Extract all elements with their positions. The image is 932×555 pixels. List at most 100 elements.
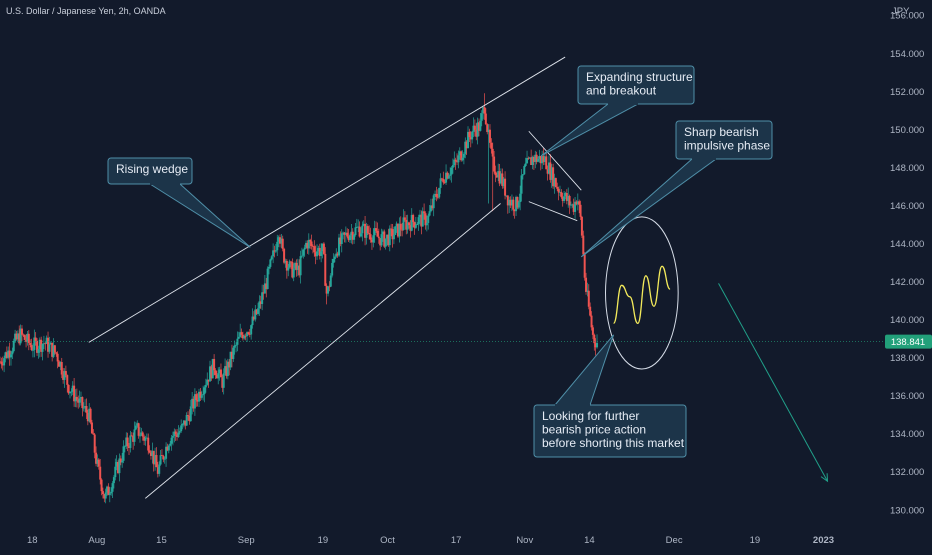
- candle-body: [125, 437, 128, 447]
- wedge-upper-trendline[interactable]: [88, 56, 566, 343]
- candle-body: [187, 415, 190, 416]
- candle-body: [502, 178, 505, 187]
- candle-body: [4, 352, 7, 359]
- candle-body: [171, 436, 174, 438]
- candle-body: [5, 352, 8, 358]
- candle-body: [392, 234, 395, 240]
- candle-body: [346, 232, 349, 237]
- last-price-tag: [885, 334, 932, 349]
- candle-body: [321, 243, 324, 252]
- candle-body: [195, 394, 198, 401]
- candle-body: [221, 377, 224, 388]
- candle-body: [538, 156, 541, 159]
- candle-body: [322, 243, 325, 254]
- callout-text-line: and breakout: [586, 84, 657, 98]
- candle-body: [136, 423, 139, 426]
- candle-body: [575, 201, 578, 205]
- x-tick-label: Aug: [88, 535, 105, 546]
- candle-body: [233, 345, 236, 348]
- candle-body: [143, 436, 146, 441]
- callout-text-line: Expanding structure: [586, 70, 693, 84]
- candle-body: [327, 286, 330, 294]
- candle-body: [475, 129, 478, 137]
- candle-body: [526, 158, 529, 164]
- candle-body: [42, 343, 45, 345]
- candle-body: [169, 443, 172, 446]
- candle-body: [7, 350, 10, 358]
- candle-body: [339, 237, 342, 244]
- candle-body: [515, 196, 518, 212]
- candle-body: [564, 192, 567, 197]
- candle-body: [484, 113, 487, 125]
- candle-body: [189, 406, 192, 422]
- candle-body: [176, 434, 179, 437]
- candle-body: [320, 251, 323, 256]
- candle-body: [531, 156, 534, 166]
- candle-body: [591, 327, 594, 335]
- candle-body: [88, 408, 91, 422]
- candle-body: [328, 286, 331, 288]
- candle-body: [211, 358, 214, 379]
- candle-body: [259, 301, 262, 304]
- candle-body: [244, 335, 247, 337]
- candle-body: [63, 371, 66, 380]
- candle-body: [498, 171, 501, 184]
- candle-body: [126, 437, 129, 447]
- y-tick-label: 136.000: [890, 391, 924, 402]
- candle-body: [44, 343, 47, 345]
- candle-body: [510, 199, 513, 206]
- candle-body: [214, 370, 217, 375]
- candle-body: [417, 217, 420, 224]
- candle-body: [587, 290, 590, 307]
- callout-box-sharp-bearish[interactable]: [675, 120, 773, 160]
- candle-body: [222, 373, 225, 388]
- candle-body: [166, 446, 169, 451]
- candle-body: [535, 154, 538, 162]
- candle-body: [335, 253, 338, 257]
- candle-body: [202, 394, 205, 396]
- candle-body: [257, 308, 260, 314]
- wedge-lower-trendline[interactable]: [145, 203, 501, 499]
- expanding-lower-line[interactable]: [528, 201, 578, 222]
- candle-body: [266, 268, 269, 290]
- projection-ellipse[interactable]: [605, 216, 679, 370]
- candle-body: [170, 437, 173, 444]
- candle-body: [178, 431, 181, 433]
- candle-body: [486, 124, 489, 133]
- candle-body: [469, 137, 472, 140]
- callout-box-looking[interactable]: [533, 404, 687, 458]
- candle-body: [274, 250, 277, 252]
- x-tick-label: 15: [156, 535, 167, 546]
- candle-body: [90, 422, 93, 434]
- x-tick-label: 2023: [813, 535, 834, 546]
- candle-body: [436, 196, 439, 198]
- candle-body: [64, 371, 67, 376]
- y-tick-label: 130.000: [890, 505, 924, 516]
- candle-body: [41, 343, 44, 352]
- candle-body: [291, 262, 294, 278]
- candle-body: [55, 352, 58, 354]
- candle-body: [488, 129, 491, 143]
- candle-body: [103, 494, 106, 499]
- candle-body: [89, 408, 92, 423]
- callout-text-line: Looking for further: [542, 409, 639, 423]
- candle-body: [309, 239, 312, 242]
- candle-body: [476, 122, 479, 137]
- candle-body: [1, 364, 4, 366]
- candle-body: [31, 349, 34, 351]
- candle-body: [316, 251, 319, 257]
- candle-body: [132, 435, 135, 442]
- candle-body: [295, 262, 298, 270]
- candle-body: [114, 466, 117, 478]
- candle-body: [420, 214, 423, 227]
- candle-body: [180, 425, 183, 432]
- candle-body: [487, 129, 490, 133]
- candle-body: [414, 225, 417, 228]
- candle-body: [379, 238, 382, 246]
- candle-body: [134, 425, 137, 430]
- candle-body: [251, 316, 254, 326]
- candle-body: [530, 157, 533, 166]
- expanding-upper-line[interactable]: [528, 130, 582, 191]
